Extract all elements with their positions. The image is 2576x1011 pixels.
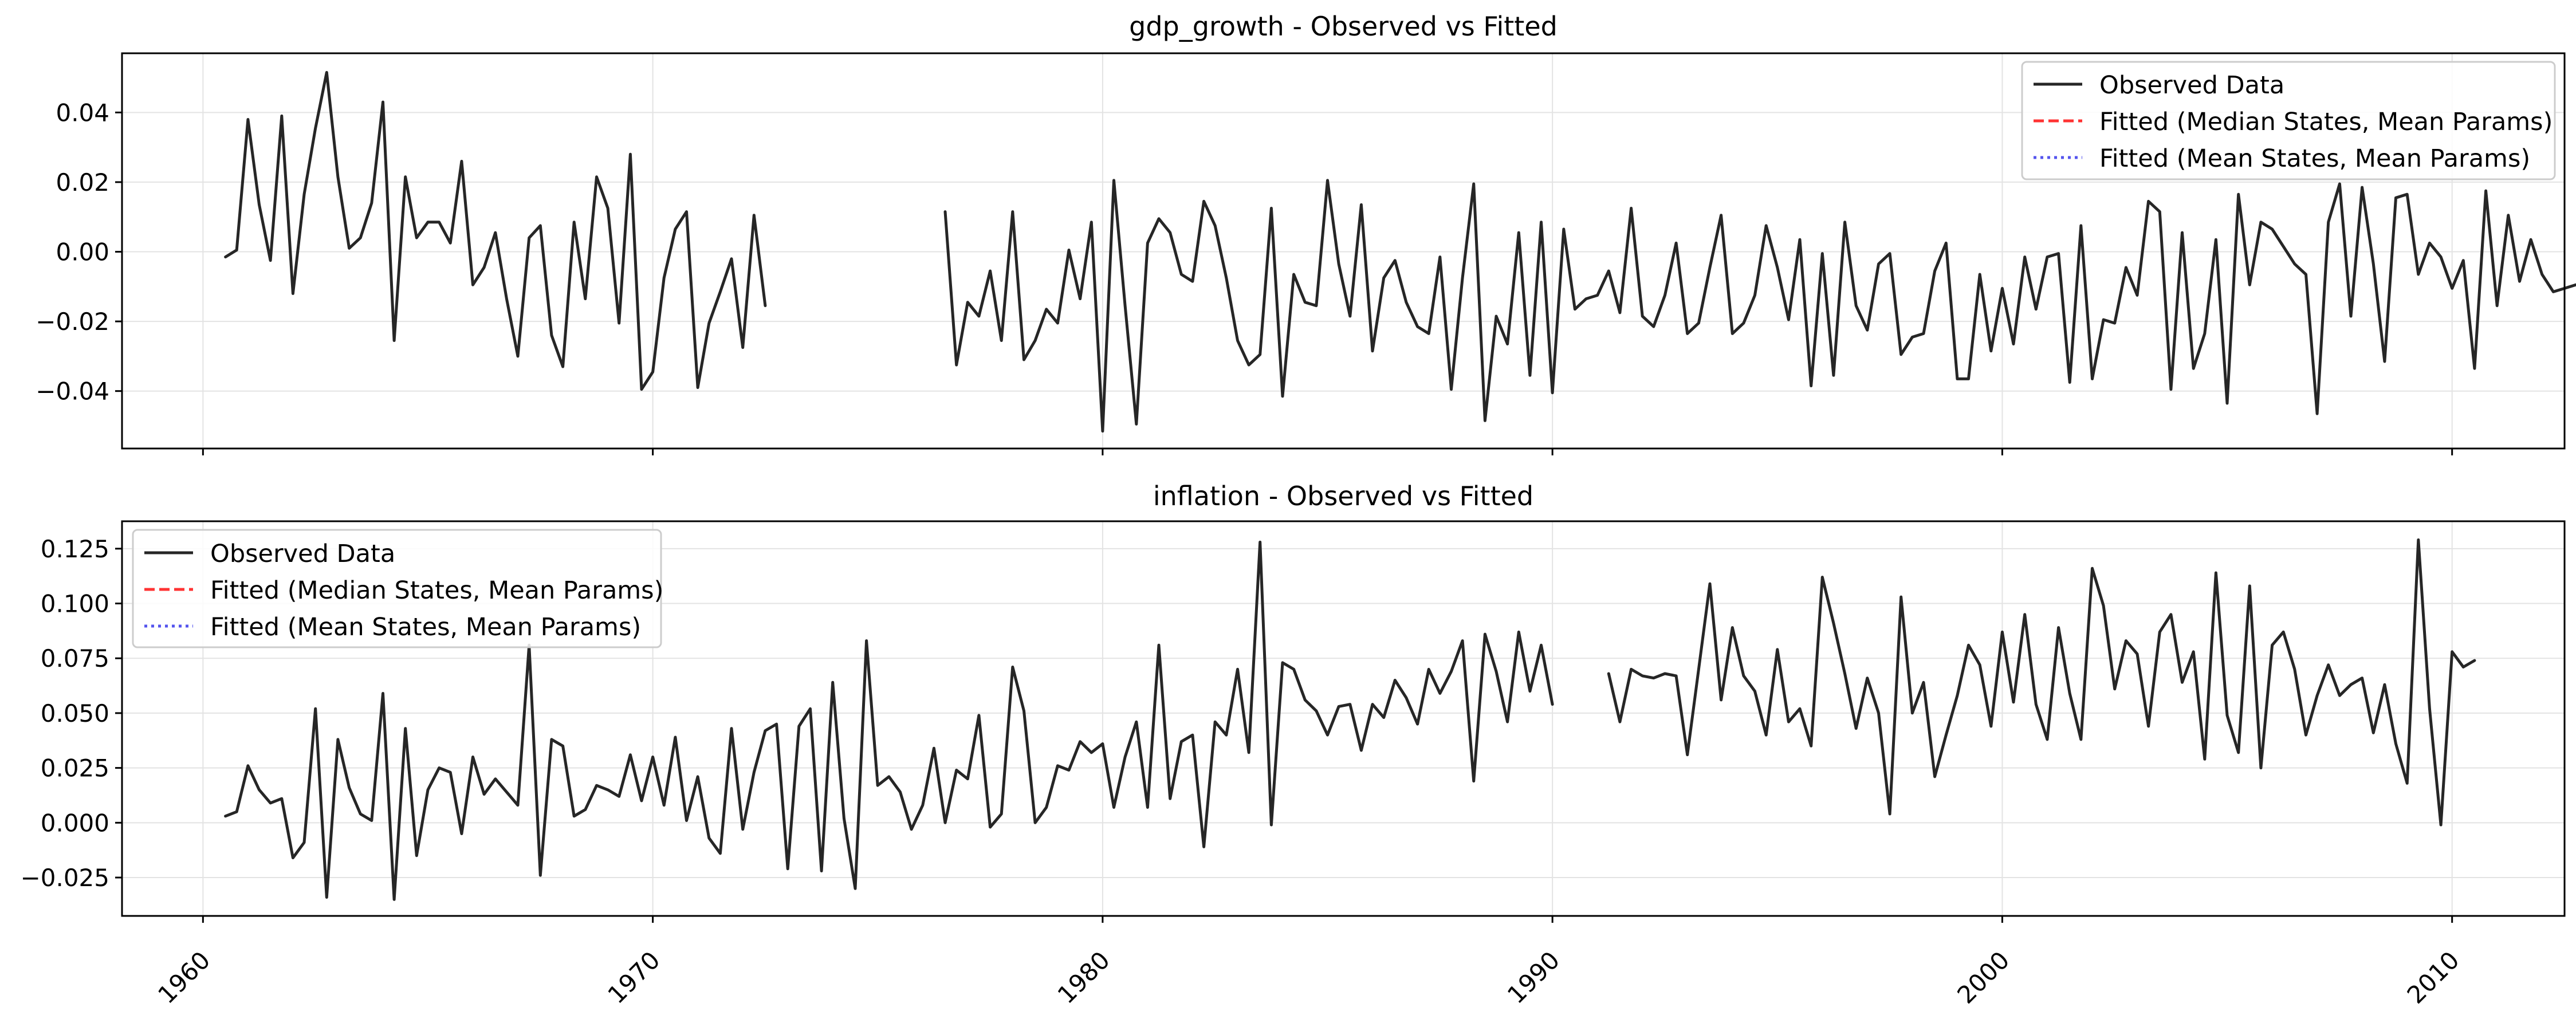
x-tick-label: 1970: [602, 946, 665, 1009]
gdp-growth-plot-frame: [121, 52, 2566, 450]
y-tick-label: 0.025: [41, 754, 109, 782]
inflation-x-ticks: 1960 1970 1980 1990 2000 2010: [152, 916, 2465, 1009]
gdp-growth-series: [224, 70, 2576, 433]
y-tick-label: 0.00: [56, 238, 109, 266]
y-tick-label: −0.02: [36, 308, 109, 336]
legend-mean-label: Fitted (Mean States, Mean Params): [2099, 144, 2530, 173]
observed-data-line: [224, 540, 1554, 901]
inflation-chart-title: inflation - Observed vs Fitted: [1153, 481, 1533, 512]
x-tick-label: 2000: [1952, 946, 2015, 1009]
x-tick-label: 1960: [152, 946, 215, 1009]
x-tick-label: 2010: [2402, 946, 2465, 1009]
x-tick-label: 1980: [1052, 946, 1115, 1009]
legend-observed-label: Observed Data: [2099, 71, 2284, 100]
legend-frame: [132, 529, 662, 648]
y-tick-label: 0.125: [41, 535, 109, 563]
y-tick-label: 0.100: [41, 590, 109, 618]
y-tick-label: 0.02: [56, 168, 109, 196]
y-tick-label: −0.025: [21, 864, 109, 892]
legend-median-label: Fitted (Median States, Mean Params): [2099, 108, 2553, 136]
observed-data-line: [224, 70, 767, 391]
y-tick-label: 0.075: [41, 644, 109, 672]
inflation-panel: inflation - Observed vs Fitted −0.025 0.0…: [21, 481, 2566, 1009]
gdp-growth-x-ticks: [202, 449, 2453, 455]
gdp-growth-panel: gdp_growth - Observed vs Fitted −0.04−0.…: [36, 11, 2576, 455]
y-tick-label: −0.04: [36, 377, 109, 406]
gdp-growth-legend: Observed Data Fitted (Median States, Mea…: [2021, 61, 2556, 180]
inflation-series: [224, 538, 2476, 901]
legend-mean-label: Fitted (Mean States, Mean Params): [210, 613, 641, 642]
y-tick-label: 0.04: [56, 99, 109, 127]
inflation-plot-frame: [121, 520, 2566, 917]
x-tick-label: 1990: [1502, 946, 1565, 1009]
legend-median-label: Fitted (Median States, Mean Params): [210, 576, 663, 605]
observed-data-line: [1607, 538, 2476, 827]
y-tick-label: 0.000: [41, 809, 109, 837]
observed-data-line: [943, 179, 2576, 433]
legend-observed-label: Observed Data: [210, 540, 395, 568]
gdp-growth-y-ticks: −0.04 −0.02 0.00 0.02 0.04: [36, 99, 122, 406]
y-tick-label: 0.050: [41, 699, 109, 727]
inflation-legend: Observed Data Fitted (Median States, Mea…: [132, 529, 663, 648]
gdp-growth-chart-title: gdp_growth - Observed vs Fitted: [1129, 11, 1558, 42]
legend-frame: [2021, 61, 2556, 180]
inflation-y-ticks: −0.025 0.000 0.025 0.050 0.075 0.100 0.125: [21, 535, 122, 892]
